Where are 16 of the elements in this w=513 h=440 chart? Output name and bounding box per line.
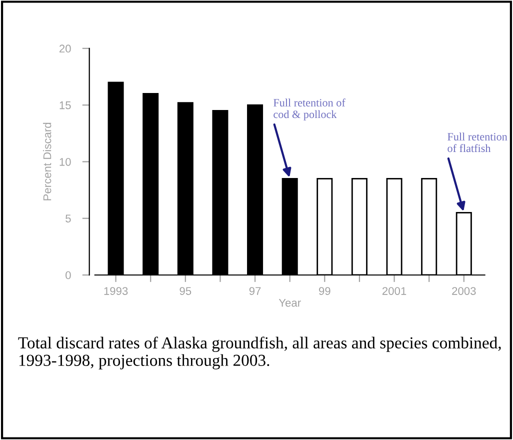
y-axis-title: Percent Discard	[43, 122, 52, 200]
annotation: Full retention of flatfish	[448, 132, 508, 152]
y-tick-label: 15	[60, 101, 71, 110]
x-tick-label: 95	[180, 287, 192, 295]
x-tick-label: 99	[319, 287, 330, 295]
x-tick-label: 97	[249, 287, 261, 295]
annotation: Full retention of cod & pollock	[274, 98, 346, 120]
x-tick-label: 2003	[452, 287, 476, 295]
x-axis-title: Year	[278, 298, 301, 307]
y-tick-label: 0	[66, 271, 71, 280]
x-tick-label: 1993	[104, 287, 128, 295]
y-tick-label: 5	[66, 214, 71, 222]
x-tick-label: 2001	[382, 287, 406, 295]
y-tick-label: 20	[59, 44, 71, 53]
text: Total discard rates of Alaska groundfish, all areas and species combined, 1993-1998, projections through 2003.	[18, 336, 501, 370]
y-tick-label: 10	[60, 158, 71, 166]
